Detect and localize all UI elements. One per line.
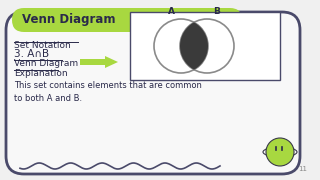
Text: 3. A∩B: 3. A∩B [14,49,49,59]
Polygon shape [180,22,208,70]
Text: 11: 11 [298,166,307,172]
Circle shape [266,138,294,166]
Text: Venn Diagram: Venn Diagram [22,12,116,26]
Text: This set contains elements that are common
to both A and B.: This set contains elements that are comm… [14,81,202,102]
Text: B: B [213,7,220,16]
FancyBboxPatch shape [12,8,242,32]
FancyBboxPatch shape [6,12,300,174]
Text: Venn Diagram: Venn Diagram [14,59,78,68]
Text: Set Notation: Set Notation [14,41,71,50]
Bar [130,12,280,80]
Text: A: A [167,7,174,16]
Text: Explanation: Explanation [14,69,68,78]
Polygon shape [80,56,118,68]
